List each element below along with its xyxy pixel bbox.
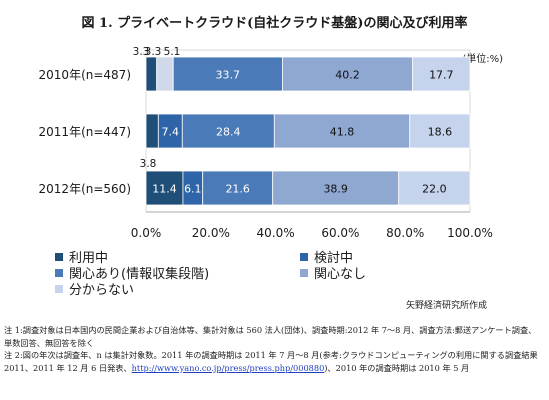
legend-item: 関心あり(情報収集段階) xyxy=(55,263,209,282)
x-tick-label: 0.0% xyxy=(131,226,162,240)
data-label: 38.9 xyxy=(323,183,348,196)
x-tick-label: 60.0% xyxy=(321,226,359,240)
x-tick-label: 40.0% xyxy=(257,226,295,240)
data-label: 6.1 xyxy=(184,183,202,196)
bar-segment xyxy=(412,56,471,92)
bar-segment xyxy=(156,56,174,92)
chart-title: 図 1. プライベートクラウド(自社クラウド基盤)の関心及び利用率 xyxy=(81,16,468,31)
bar-segment xyxy=(145,113,159,149)
bar-segment xyxy=(202,170,274,206)
data-label: 40.2 xyxy=(335,69,360,82)
data-label: 41.8 xyxy=(330,126,355,139)
footnotes: 注 1:調査対象は日本国内の民間企業および自治体等、集計対象は 560 法人(団… xyxy=(4,324,544,374)
legend-swatch xyxy=(300,268,308,277)
legend-item: 利用中 xyxy=(55,247,108,266)
footnote-2-tail: )、2010 年の調査時期は 2010 年 5 月 xyxy=(324,362,470,373)
data-label: 3.3 xyxy=(133,46,150,58)
source-credit: 矢野経済研究所作成 xyxy=(405,301,487,311)
data-label: 5.1 xyxy=(164,46,181,58)
data-label: 28.4 xyxy=(216,126,241,139)
legend-swatch xyxy=(300,252,308,261)
legend-label: 検討中 xyxy=(314,251,354,266)
legend-swatch xyxy=(55,268,63,277)
bar-segment xyxy=(172,56,283,92)
legend-label: 利用中 xyxy=(69,251,109,266)
footnote-1: 注 1:調査対象は日本国内の民間企業および自治体等、集計対象は 560 法人(団… xyxy=(4,325,537,348)
data-label: 17.7 xyxy=(429,69,454,82)
legend-label: 分からない xyxy=(69,283,135,298)
footnote-2: 注 2:図の年次は調査年、n は集計対象数。2011 年の調査時期は 2011 … xyxy=(4,349,544,374)
legend-label: 関心あり(情報収集段階) xyxy=(69,267,210,282)
legend-swatch xyxy=(55,284,63,293)
legend-item: 関心なし xyxy=(300,263,366,282)
bar-segment xyxy=(282,56,414,92)
data-label: 7.4 xyxy=(162,126,180,139)
bar-segment xyxy=(398,170,471,206)
category-label: 2010年(n=487) xyxy=(39,68,131,82)
press-release-link[interactable]: http://www.yano.co.jp/press/press.php/00… xyxy=(131,362,325,373)
bar-segment xyxy=(273,113,411,149)
bar-segment xyxy=(272,170,400,206)
bar-segment xyxy=(409,113,471,149)
x-tick-label: 20.0% xyxy=(192,226,230,240)
unit-label: (単位:%) xyxy=(462,54,503,65)
footnote-2-text: 注 2:図の年次は調査年、n は集計対象数。2011 年の調査時期は 2011 … xyxy=(4,350,538,373)
x-tick-label: 80.0% xyxy=(386,226,424,240)
data-label: 3.3 xyxy=(145,46,162,58)
x-tick-label: 100.0% xyxy=(447,226,493,240)
bar-segment xyxy=(181,113,275,149)
data-label: 11.4 xyxy=(152,183,177,196)
data-label: 18.6 xyxy=(428,126,453,139)
data-label: 21.6 xyxy=(225,183,250,196)
category-label: 2011年(n=447) xyxy=(39,125,131,139)
data-label: 33.7 xyxy=(216,69,241,82)
data-label: 22.0 xyxy=(422,183,447,196)
category-label: 2012年(n=560) xyxy=(39,182,131,196)
legend-item: 検討中 xyxy=(300,247,353,266)
legend-label: 関心なし xyxy=(314,267,367,282)
bar-segment xyxy=(145,170,184,206)
bar-segment xyxy=(145,56,158,92)
legend-item: 分からない xyxy=(55,279,134,298)
data-label: 3.8 xyxy=(140,158,157,170)
legend-swatch xyxy=(55,252,63,261)
